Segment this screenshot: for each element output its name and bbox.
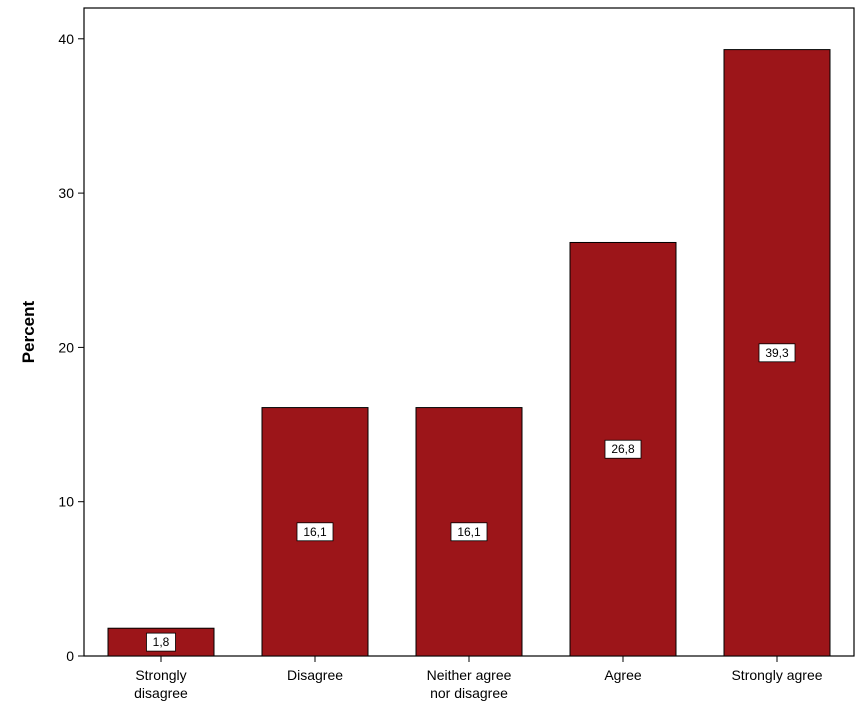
x-tick-label: Strongly agree <box>731 667 822 683</box>
x-tick-label: Neither agree nor disagree <box>427 667 512 701</box>
x-tick-label: Disagree <box>287 667 343 683</box>
data-label: 16,1 <box>303 525 327 539</box>
data-label-box <box>758 343 796 363</box>
data-label: 26,8 <box>611 442 635 456</box>
y-tick-label: 30 <box>58 185 74 201</box>
data-label-box <box>450 522 488 542</box>
data-label-box <box>146 632 176 652</box>
y-tick-label: 20 <box>58 339 74 355</box>
data-label: 39,3 <box>765 346 789 360</box>
x-tick-label: Agree <box>604 667 642 683</box>
x-tick-label: Strongly disagree <box>134 667 188 701</box>
y-tick-label: 10 <box>58 494 74 510</box>
data-label-box <box>296 522 334 542</box>
data-label: 16,1 <box>457 525 481 539</box>
y-tick-label: 40 <box>58 31 74 47</box>
data-label: 1,8 <box>153 635 170 649</box>
bars-group: 1,8 16,1 16,1 26,8 39,3 <box>107 49 831 657</box>
y-tick-label: 0 <box>66 648 74 664</box>
y-axis: 0 10 20 30 40 <box>58 31 84 664</box>
x-axis: Strongly disagree Disagree Neither agree nor… <box>134 656 823 701</box>
y-axis-title: Percent <box>19 300 38 363</box>
data-label-box <box>604 439 642 459</box>
